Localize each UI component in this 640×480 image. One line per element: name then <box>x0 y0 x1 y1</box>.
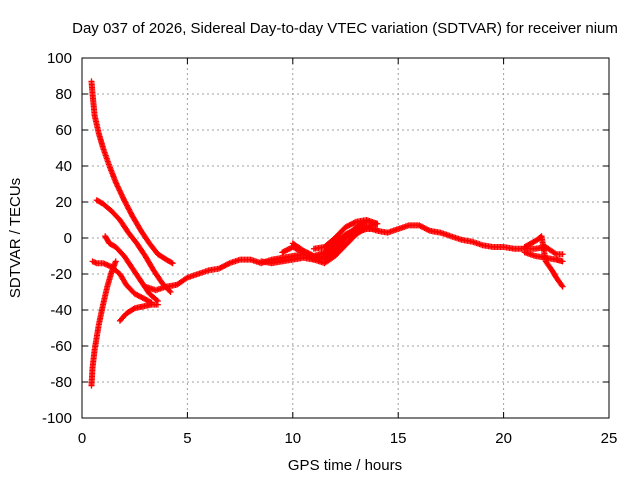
grid <box>82 58 609 418</box>
data-point <box>559 283 566 290</box>
y-tick-label: 60 <box>55 122 72 139</box>
x-axis-label: GPS time / hours <box>288 457 402 474</box>
y-tick-label: 80 <box>55 86 72 103</box>
data-point <box>551 250 558 257</box>
series-track-a <box>88 78 176 267</box>
y-tick-label: -60 <box>50 338 72 355</box>
series-track-b <box>93 197 174 295</box>
data-point <box>309 252 316 259</box>
y-tick-label: 0 <box>64 230 72 247</box>
y-tick-label: -20 <box>50 266 72 283</box>
data-point <box>559 251 566 258</box>
data-point <box>558 282 565 289</box>
data-point <box>225 260 232 267</box>
data-point <box>167 289 174 295</box>
chart-title: Day 037 of 2026, Sidereal Day-to-day VTE… <box>72 20 618 37</box>
x-tick-label: 0 <box>78 430 86 447</box>
x-tick-label: 5 <box>183 430 191 447</box>
data-point <box>169 260 176 267</box>
series-track-e <box>88 258 119 389</box>
x-tick-label: 15 <box>390 430 407 447</box>
y-tick-label: -40 <box>50 302 72 319</box>
x-tick-label: 10 <box>284 430 301 447</box>
data-point <box>154 301 161 308</box>
series-track-k <box>310 217 381 252</box>
x-tick-label: 20 <box>495 430 512 447</box>
y-tick-label: -80 <box>50 374 72 391</box>
y-tick-label: -100 <box>42 410 72 427</box>
data-point <box>425 227 432 234</box>
y-tick-label: 40 <box>55 158 72 175</box>
axis-ticks: 0 5 10 15 20 25 -100 -80 -60 -40 -20 0 20 40 60 80 100 <box>42 50 617 447</box>
series-track-f <box>116 301 161 324</box>
data-series <box>88 78 566 389</box>
y-axis-label: SDTVAR / TECUs <box>7 178 24 298</box>
data-point <box>374 220 381 227</box>
series-track-m <box>521 249 566 265</box>
data-point <box>112 258 119 265</box>
data-point <box>168 259 175 266</box>
x-tick-label: 25 <box>601 430 618 447</box>
series-track-j <box>289 218 381 263</box>
data-point <box>559 258 566 265</box>
y-tick-label: 100 <box>47 50 72 67</box>
y-tick-label: 20 <box>55 194 72 211</box>
data-point <box>351 219 358 226</box>
data-point <box>374 226 381 232</box>
